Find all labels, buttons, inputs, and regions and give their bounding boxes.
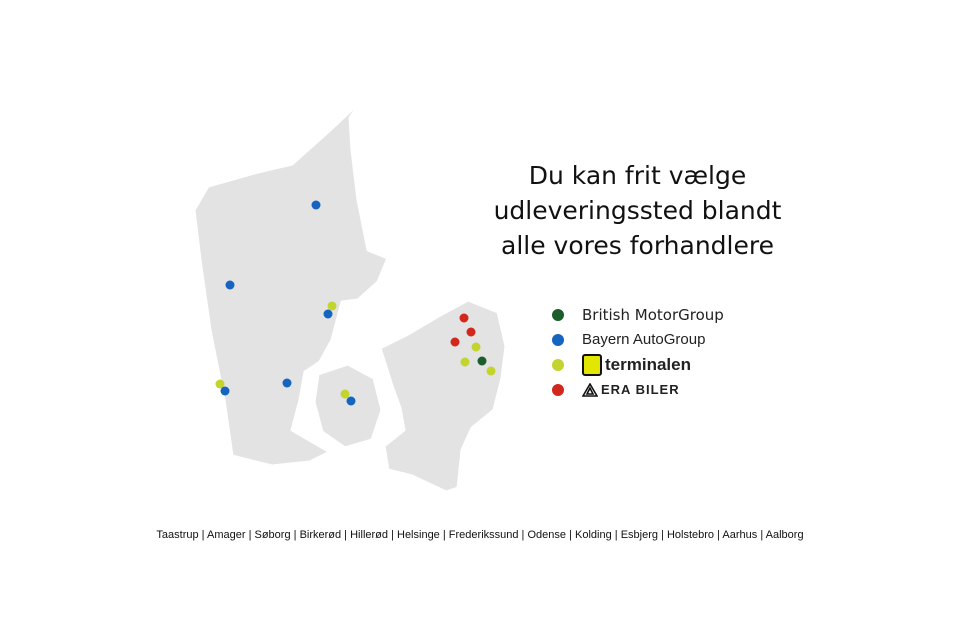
dealer-marker-era [459, 313, 469, 323]
separator: | [439, 529, 449, 541]
legend-item-terminalen: terminalen [552, 352, 724, 377]
legend-label: British MotorGroup [582, 305, 724, 324]
dealer-marker-bayern [225, 280, 235, 290]
dot-icon [552, 383, 564, 396]
city-name: Odense [527, 529, 567, 541]
dealer-marker-era [450, 337, 460, 347]
dealer-marker-bayern [311, 200, 321, 210]
dealer-marker-terminalen [486, 366, 496, 376]
city-name: Esbjerg [620, 529, 658, 541]
city-name: Aarhus [722, 529, 758, 541]
dealer-marker-terminalen [460, 357, 470, 367]
city-name: Kolding [575, 529, 612, 541]
legend-item-era: ERA BILER [552, 377, 724, 402]
separator: | [245, 529, 255, 541]
dealer-marker-terminalen [471, 342, 481, 352]
dealer-marker-terminalen [327, 301, 337, 311]
separator: | [714, 529, 723, 541]
region-zealand [378, 298, 508, 494]
legend-item-bayern: Bayern AutoGroup [552, 327, 724, 352]
separator: | [657, 529, 667, 541]
dot-icon [552, 308, 564, 321]
dealer-marker-terminalen [340, 389, 350, 399]
dealer-marker-bayern [323, 309, 333, 319]
era-logo-icon [582, 382, 598, 397]
city-name: Frederikssund [448, 529, 519, 541]
separator: | [290, 529, 300, 541]
dealer-marker-bayern [346, 396, 356, 406]
region-jutland [192, 98, 390, 468]
legend: British MotorGroup Bayern AutoGroup term… [552, 302, 724, 402]
city-list: Taastrup | Amager | Søborg | Birkerød | … [0, 529, 960, 541]
terminalen-logo-icon [582, 353, 602, 376]
headline: Du kan frit vælge udleveringssted blandt… [493, 161, 782, 260]
region-funen [312, 362, 384, 450]
city-name: Taastrup [156, 529, 199, 541]
dealer-marker-terminalen [215, 379, 225, 389]
legend-label: ERA BILER [601, 382, 680, 397]
dealer-marker-era [466, 327, 476, 337]
separator: | [518, 529, 528, 541]
legend-item-british: British MotorGroup [552, 302, 724, 327]
city-name: Aalborg [765, 529, 804, 541]
dot-icon [552, 333, 564, 346]
separator: | [198, 529, 207, 541]
legend-label: Bayern AutoGroup [582, 331, 706, 348]
dot-icon [552, 358, 564, 371]
city-name: Søborg [254, 529, 291, 541]
separator: | [611, 529, 621, 541]
separator: | [388, 529, 397, 541]
legend-label: terminalen [605, 354, 691, 374]
city-name: Amager [206, 529, 246, 541]
separator: | [757, 529, 766, 541]
dealer-marker-bayern [282, 378, 292, 388]
city-name: Birkerød [299, 529, 342, 541]
separator: | [566, 529, 575, 541]
dealer-marker-british [477, 356, 487, 366]
city-name: Hillerød [350, 529, 389, 541]
dealer-marker-bayern [220, 386, 230, 396]
city-name: Holstebro [666, 529, 715, 541]
separator: | [341, 529, 351, 541]
city-name: Helsinge [397, 529, 440, 541]
